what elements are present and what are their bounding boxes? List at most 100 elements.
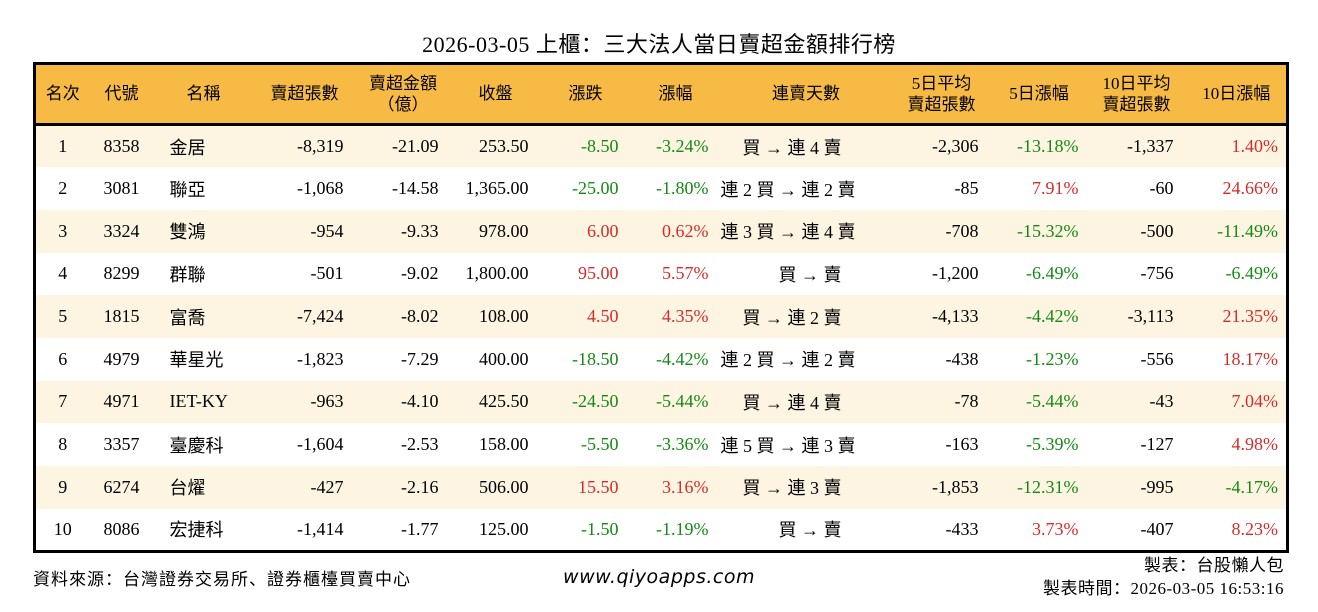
table-body: 1 8358 金居 -8,319 -21.09 253.50 -8.50 -3.24% 買 → … [34, 124, 1288, 552]
cell-name: 金居 [169, 137, 206, 158]
cell-avg10: -127 [1140, 434, 1174, 455]
cell-rank: 5 [58, 306, 68, 327]
col-header-avg5: 5日平均 賣超張數 [891, 63, 992, 126]
cell-chg10: 24.66% [1222, 178, 1279, 199]
cell-rank: 8 [58, 434, 68, 455]
header-row: 名次 代號 名稱 賣超張數 賣超金額 （億） 收盤 漲跌 漲幅 連賣天數 5日平均 賣超張數 5日漲幅 1… [34, 63, 1288, 126]
cell-name: 華星光 [169, 350, 224, 371]
cell-avg10: -995 [1140, 476, 1174, 497]
cell-chg5: -5.39% [1026, 434, 1079, 455]
cell-sell_shares: -7,424 [297, 306, 344, 327]
table-row: 2 3081 聯亞 -1,068 -14.58 1,365.00 -25.00 -1.80% 連… [34, 167, 1288, 210]
cell-change_pct: 0.62% [662, 220, 709, 241]
cell-chg10: 18.17% [1222, 348, 1279, 369]
cell-sell_amount: -9.33 [401, 220, 439, 241]
cell-streak: 連 2 買 → 連 2 賣 [720, 179, 856, 200]
cell-avg5: -2,306 [932, 136, 979, 157]
cell-name: 群聯 [169, 264, 206, 285]
cell-avg5: -163 [945, 434, 979, 455]
cell-chg10: 1.40% [1231, 136, 1279, 157]
cell-change: 6.00 [587, 220, 619, 241]
cell-sell_shares: -501 [310, 263, 344, 284]
credit-block: 製表：台股懶人包 製表時間：2026-03-05 16:53:16 [1043, 554, 1284, 600]
cell-avg5: -708 [945, 220, 979, 241]
website-url: www.qiyoapps.com [563, 566, 755, 588]
cell-name: 聯亞 [169, 179, 206, 200]
cell-rank: 10 [53, 518, 72, 539]
cell-sell_amount: -7.29 [401, 348, 439, 369]
cell-code: 4971 [103, 391, 140, 412]
cell-change: -25.00 [572, 178, 619, 199]
cell-change: -18.50 [572, 348, 619, 369]
cell-avg5: -433 [945, 518, 979, 539]
cell-chg10: 7.04% [1231, 391, 1279, 412]
cell-sell_amount: -1.77 [401, 518, 439, 539]
cell-streak: 買 → 連 3 賣 [742, 478, 842, 499]
cell-streak: 買 → 賣 [778, 264, 842, 285]
cell-change_pct: 4.35% [662, 306, 709, 327]
cell-streak: 連 2 買 → 連 2 賣 [720, 350, 856, 371]
cell-sell_shares: -8,319 [297, 136, 344, 157]
cell-sell_shares: -1,823 [297, 348, 344, 369]
cell-avg10: -43 [1149, 391, 1174, 412]
cell-name: 宏捷科 [169, 520, 224, 541]
cell-change_pct: 3.16% [662, 476, 709, 497]
cell-name: 臺慶科 [169, 435, 224, 456]
table-row: 10 8086 宏捷科 -1,414 -1.77 125.00 -1.50 -1.19% 買 →… [34, 508, 1288, 552]
cell-chg5: -5.44% [1026, 391, 1079, 412]
cell-streak: 買 → 連 4 賣 [742, 137, 842, 158]
col-header-change: 漲跌 [540, 63, 631, 126]
cell-sell_shares: -1,068 [297, 178, 344, 199]
cell-change: 95.00 [578, 263, 619, 284]
cell-change: -24.50 [572, 391, 619, 412]
cell-close: 125.00 [479, 518, 529, 539]
cell-streak: 連 5 買 → 連 3 賣 [720, 435, 856, 456]
cell-chg5: -4.42% [1026, 306, 1079, 327]
col-header-code: 代號 [89, 63, 154, 126]
cell-sell_amount: -8.02 [401, 306, 439, 327]
cell-chg5: 7.91% [1032, 178, 1079, 199]
cell-sell_amount: -2.53 [401, 434, 439, 455]
ranking-table: 名次 代號 名稱 賣超張數 賣超金額 （億） 收盤 漲跌 漲幅 連賣天數 5日平均 賣超張數 5日漲幅 1… [33, 62, 1289, 553]
cell-avg10: -500 [1140, 220, 1174, 241]
cell-avg10: -1,337 [1127, 136, 1174, 157]
cell-chg5: -13.18% [1017, 136, 1079, 157]
cell-close: 506.00 [479, 476, 529, 497]
col-header-name: 名稱 [153, 63, 254, 126]
table-row: 9 6274 台燿 -427 -2.16 506.00 15.50 3.16% 買 → 連 3 … [34, 466, 1288, 509]
cell-sell_amount: -14.58 [392, 178, 439, 199]
cell-close: 978.00 [479, 220, 529, 241]
cell-change: -8.50 [581, 136, 619, 157]
cell-chg5: -1.23% [1026, 348, 1079, 369]
cell-chg10: 8.23% [1231, 518, 1279, 539]
col-header-rank: 名次 [34, 63, 90, 126]
cell-code: 3324 [103, 220, 140, 241]
cell-rank: 3 [58, 220, 68, 241]
cell-change_pct: -1.80% [656, 178, 709, 199]
cell-sell_shares: -963 [310, 391, 344, 412]
cell-close: 400.00 [479, 348, 529, 369]
cell-close: 158.00 [479, 434, 529, 455]
cell-streak: 買 → 連 2 賣 [742, 307, 842, 328]
cell-avg5: -1,853 [932, 476, 979, 497]
cell-avg10: -3,113 [1127, 306, 1174, 327]
table-row: 4 8299 群聯 -501 -9.02 1,800.00 95.00 5.57% 買 → 賣 -… [34, 252, 1288, 296]
cell-avg5: -438 [945, 348, 979, 369]
cell-name: 雙鴻 [169, 222, 206, 243]
cell-code: 3081 [103, 178, 140, 199]
col-header-change_pct: 漲幅 [630, 63, 721, 126]
cell-close: 1,365.00 [465, 178, 529, 199]
cell-close: 253.50 [479, 136, 529, 157]
cell-name: 台燿 [169, 478, 206, 499]
cell-streak: 買 → 賣 [778, 520, 842, 541]
made-by-label: 製表：台股懶人包 [1144, 556, 1284, 575]
col-header-sell_shares: 賣超張數 [253, 63, 356, 126]
cell-streak: 連 3 買 → 連 4 賣 [720, 222, 856, 243]
cell-change: -1.50 [581, 518, 619, 539]
cell-avg5: -4,133 [932, 306, 979, 327]
cell-rank: 6 [58, 348, 68, 369]
table-row: 6 4979 華星光 -1,823 -7.29 400.00 -18.50 -4.42% 連 2… [34, 337, 1288, 381]
page-title: 2026-03-05 上櫃：三大法人當日賣超金額排行榜 [422, 32, 896, 57]
cell-code: 6274 [103, 476, 140, 497]
cell-sell_shares: -954 [310, 220, 344, 241]
